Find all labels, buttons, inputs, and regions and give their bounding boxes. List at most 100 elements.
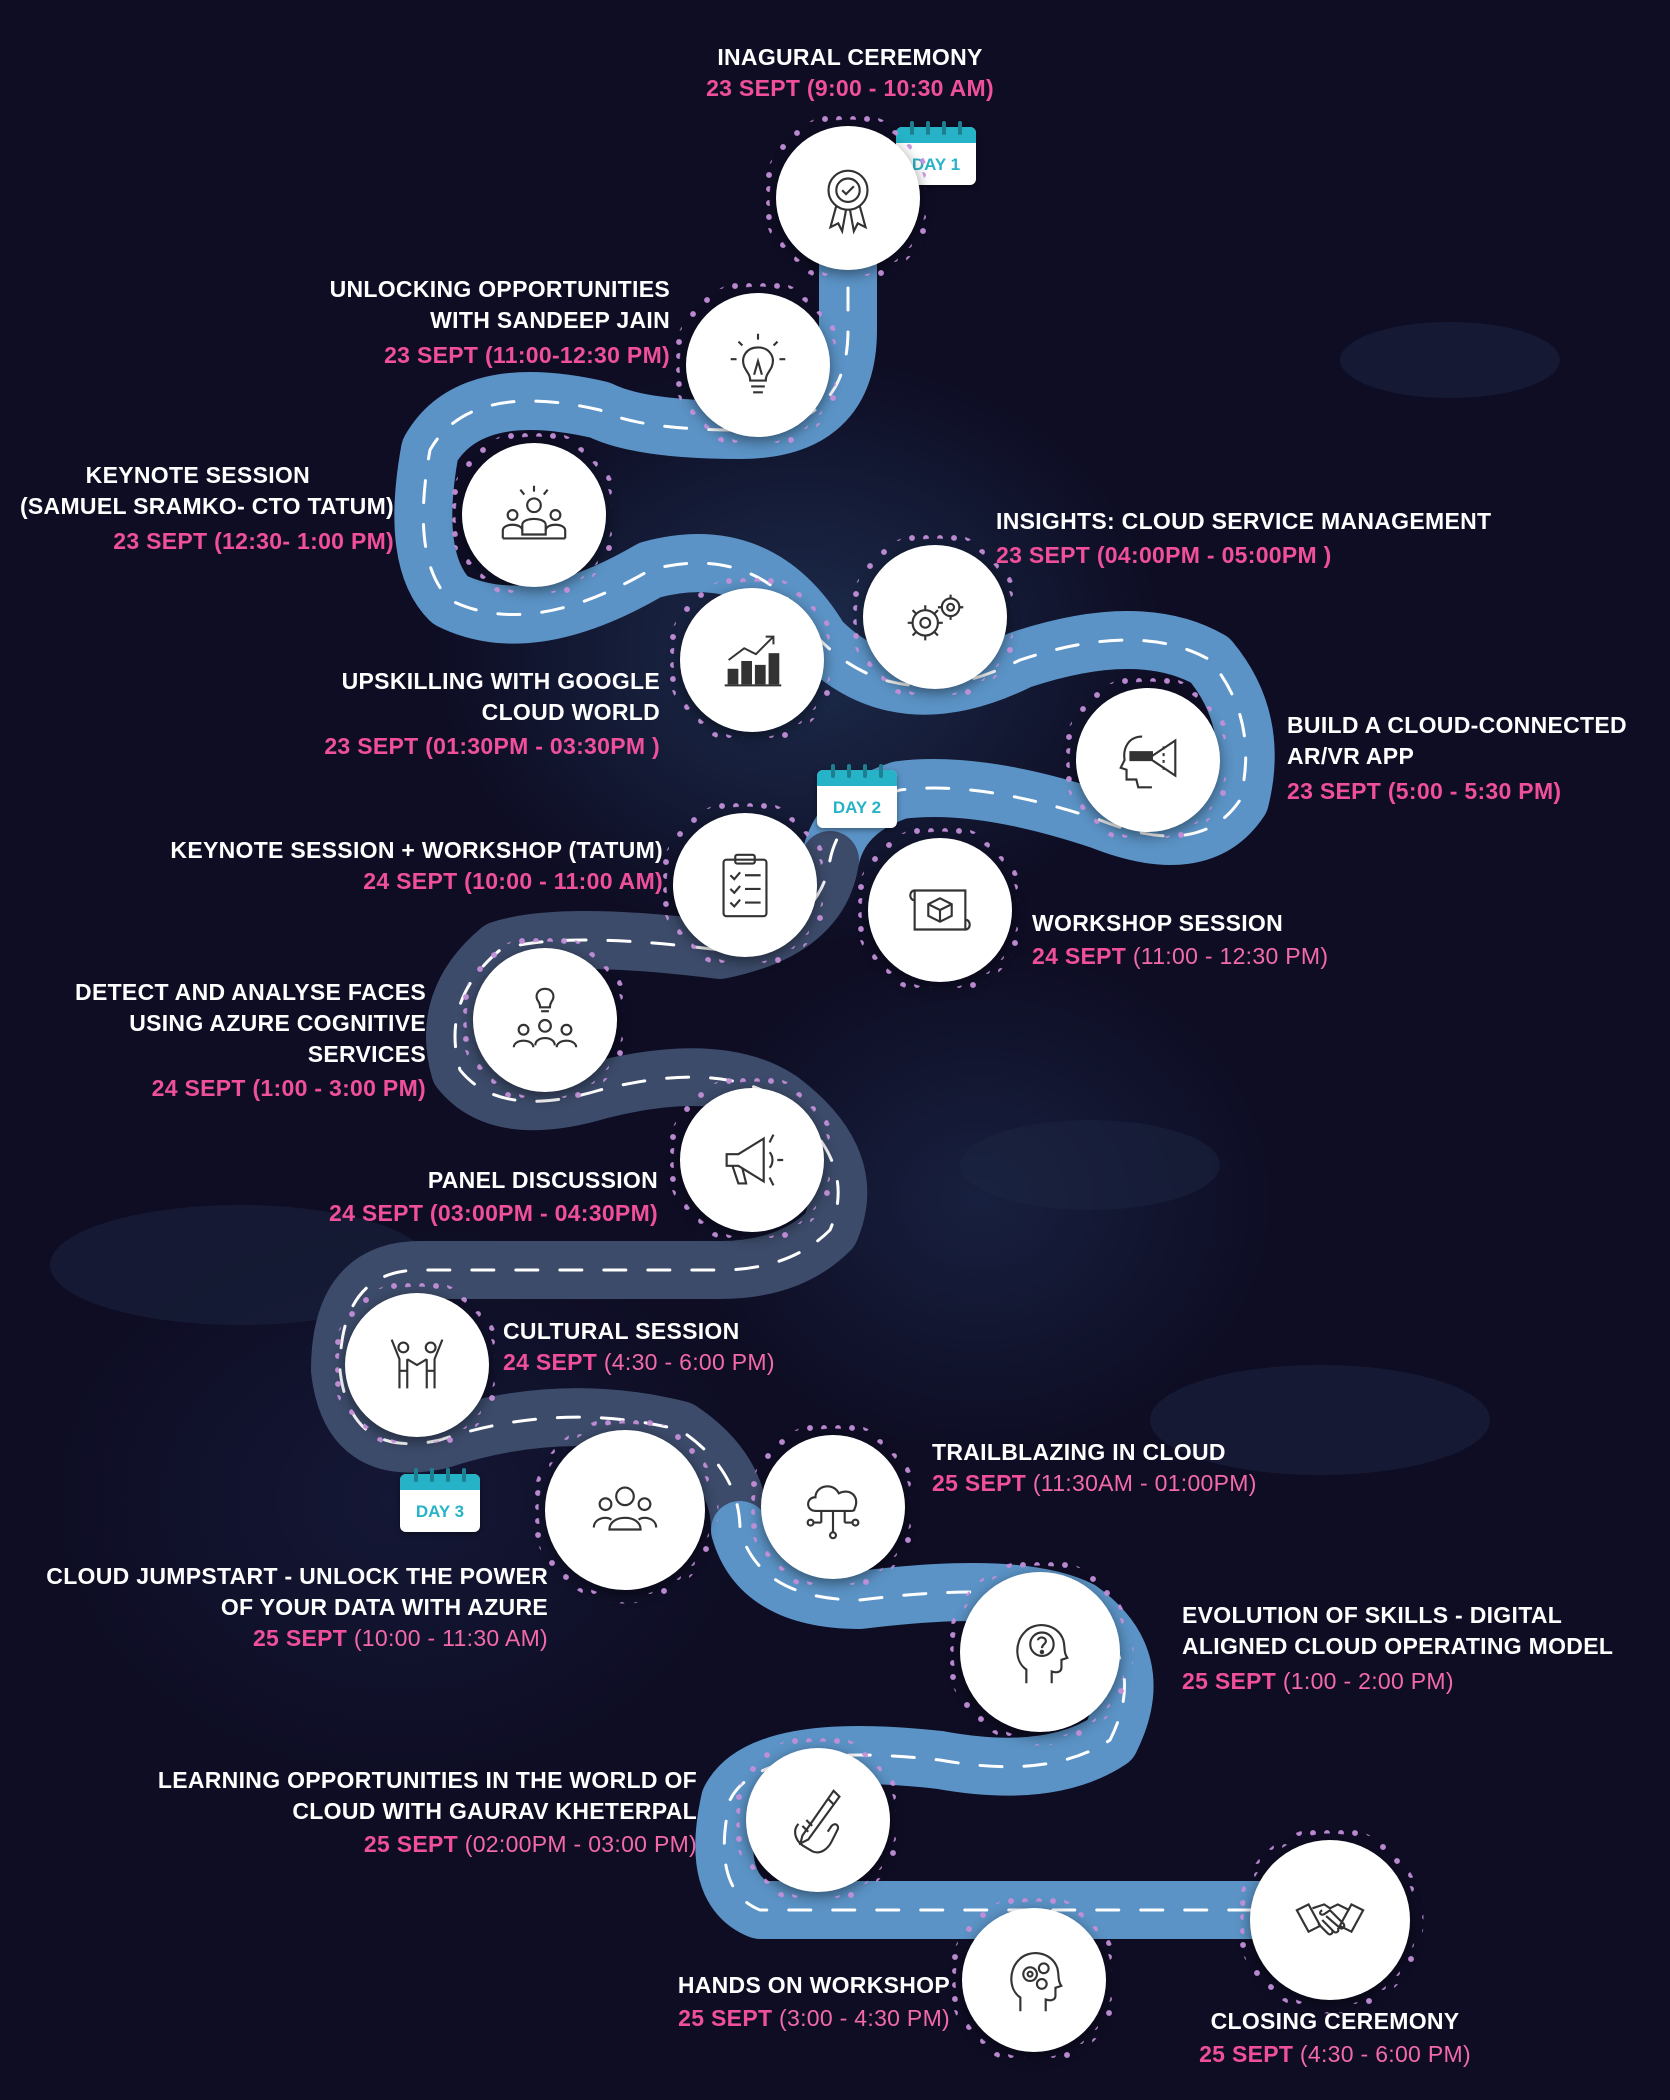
event-date: 23 SEPT (9:00 - 10:30 AM) xyxy=(690,73,1010,104)
event-title-line: ALIGNED CLOUD OPERATING MODEL xyxy=(1182,1633,1614,1659)
event-title: TRAILBLAZING IN CLOUD xyxy=(932,1439,1226,1465)
event-date: 24 SEPT (03:00PM - 04:30PM) xyxy=(200,1198,658,1229)
date-time: (11:30AM - 01:00PM) xyxy=(1026,1470,1257,1496)
event-date: 23 SEPT (04:00PM - 05:00PM ) xyxy=(996,540,1556,571)
blueprint-icon xyxy=(868,838,1012,982)
event-label: CULTURAL SESSION 24 SEPT (4:30 - 6:00 PM… xyxy=(503,1316,903,1378)
date-day: 25 SEPT xyxy=(678,2005,773,2031)
event-label: INAGURAL CEREMONY 23 SEPT (9:00 - 10:30 … xyxy=(690,42,1010,104)
date-time: (4:30 - 6:00 PM) xyxy=(1293,2041,1471,2067)
calendar-ring xyxy=(879,764,883,778)
date-day: 23 SEPT xyxy=(1287,778,1382,804)
calendar-ring xyxy=(414,1468,418,1482)
calendar-ring xyxy=(910,121,914,135)
event-title-line: KEYNOTE SESSION xyxy=(85,462,310,488)
date-day: 24 SEPT xyxy=(503,1349,598,1375)
calendar-ring xyxy=(847,764,851,778)
date-time: (10:00 - 11:00 AM) xyxy=(457,868,663,894)
growth-chart-icon xyxy=(680,588,824,732)
day-3-badge: DAY 3 xyxy=(400,1468,480,1532)
event-title-line: AR/VR APP xyxy=(1287,743,1415,769)
event-title-line: UPSKILLING WITH GOOGLE xyxy=(341,668,660,694)
cloud xyxy=(1340,322,1560,398)
event-date: 25 SEPT (4:30 - 6:00 PM) xyxy=(1160,2039,1510,2070)
date-time: (4:30 - 6:00 PM) xyxy=(597,1349,775,1375)
event-title-line: WITH SANDEEP JAIN xyxy=(430,307,670,333)
day-2-label: DAY 2 xyxy=(832,798,882,817)
date-time: (03:00PM - 04:30PM) xyxy=(423,1200,658,1226)
event-date: 25 SEPT (02:00PM - 03:00 PM) xyxy=(140,1829,697,1860)
date-day: 25 SEPT xyxy=(1182,1668,1277,1694)
day-3-label: DAY 3 xyxy=(415,1502,465,1521)
event-date: 24 SEPT (4:30 - 6:00 PM) xyxy=(503,1347,903,1378)
date-time: (02:00PM - 03:00 PM) xyxy=(458,1831,697,1857)
event-label: HANDS ON WORKSHOP 25 SEPT (3:00 - 4:30 P… xyxy=(600,1970,950,2034)
event-date: 25 SEPT (10:00 - 11:30 AM) xyxy=(30,1623,548,1654)
event-date: 23 SEPT (01:30PM - 03:30PM ) xyxy=(250,731,660,762)
head-question-icon xyxy=(960,1572,1120,1732)
calendar-ring xyxy=(831,764,835,778)
day-2-badge: DAY 2 xyxy=(817,764,897,828)
date-time: (3:00 - 4:30 PM) xyxy=(772,2005,950,2031)
date-day: 23 SEPT xyxy=(113,528,208,554)
gears-icon xyxy=(863,545,1007,689)
event-date: 24 SEPT (10:00 - 11:00 AM) xyxy=(150,866,663,897)
handshake-icon xyxy=(1250,1840,1410,2000)
event-date: 24 SEPT (1:00 - 3:00 PM) xyxy=(40,1073,426,1104)
hand-pencil-icon xyxy=(746,1748,890,1892)
date-day: 23 SEPT xyxy=(324,733,419,759)
date-time: (1:00 - 3:00 PM) xyxy=(245,1075,426,1101)
event-title: CLOSING CEREMONY xyxy=(1210,2008,1460,2034)
vr-headset-icon xyxy=(1076,688,1220,832)
event-label: TRAILBLAZING IN CLOUD 25 SEPT (11:30AM -… xyxy=(932,1437,1332,1499)
people-celebrating-icon xyxy=(345,1293,489,1437)
date-time: (5:00 - 5:30 PM) xyxy=(1381,778,1562,804)
date-day: 23 SEPT xyxy=(384,342,479,368)
date-day: 25 SEPT xyxy=(1199,2041,1294,2067)
checklist-icon xyxy=(673,813,817,957)
event-title-line: BUILD A CLOUD-CONNECTED xyxy=(1287,712,1627,738)
megaphone-icon xyxy=(680,1088,824,1232)
date-day: 24 SEPT xyxy=(363,868,458,894)
date-time: (10:00 - 11:30 AM) xyxy=(347,1625,548,1651)
calendar-ring xyxy=(446,1468,450,1482)
event-date: 24 SEPT (11:00 - 12:30 PM) xyxy=(1032,941,1432,972)
event-label: CLOUD JUMPSTART - UNLOCK THE POWER OF YO… xyxy=(30,1561,548,1654)
calendar-ring xyxy=(942,121,946,135)
calendar-ring xyxy=(430,1468,434,1482)
cloud xyxy=(960,1120,1220,1210)
calendar-ring xyxy=(462,1468,466,1482)
event-title-line: LEARNING OPPORTUNITIES IN THE WORLD OF xyxy=(157,1767,697,1793)
event-date: 23 SEPT (12:30- 1:00 PM) xyxy=(0,526,394,557)
event-label: KEYNOTE SESSION + WORKSHOP (TATUM) 24 SE… xyxy=(150,835,663,897)
event-title-line: OF YOUR DATA WITH AZURE xyxy=(220,1594,548,1620)
date-day: 24 SEPT xyxy=(1032,943,1127,969)
event-label: UNLOCKING OPPORTUNITIES WITH SANDEEP JAI… xyxy=(250,274,670,371)
event-title: PANEL DISCUSSION xyxy=(427,1167,658,1193)
date-time: (9:00 - 10:30 AM) xyxy=(800,75,994,101)
date-time: (1:00 - 2:00 PM) xyxy=(1276,1668,1454,1694)
award-ribbon-icon xyxy=(776,126,920,270)
event-title: INSIGHTS: CLOUD SERVICE MANAGEMENT xyxy=(996,508,1492,534)
event-date: 25 SEPT (3:00 - 4:30 PM) xyxy=(600,2003,950,2034)
event-title: HANDS ON WORKSHOP xyxy=(677,1972,950,1998)
audience-icon xyxy=(462,443,606,587)
event-title-line: CLOUD WITH GAURAV KHETERPAL xyxy=(292,1798,697,1824)
event-title-line: CLOUD WORLD xyxy=(481,699,660,725)
date-time: (11:00 - 12:30 PM) xyxy=(1126,943,1329,969)
date-day: 23 SEPT xyxy=(996,542,1091,568)
event-title-line: EVOLUTION OF SKILLS - DIGITAL xyxy=(1182,1602,1563,1628)
date-day: 23 SEPT xyxy=(706,75,801,101)
calendar-ring xyxy=(958,121,962,135)
event-label: BUILD A CLOUD-CONNECTED AR/VR APP 23 SEP… xyxy=(1287,710,1657,807)
event-date: 23 SEPT (5:00 - 5:30 PM) xyxy=(1287,776,1657,807)
date-time: (12:30- 1:00 PM) xyxy=(207,528,394,554)
event-date: 23 SEPT (11:00-12:30 PM) xyxy=(250,340,670,371)
event-label: UPSKILLING WITH GOOGLE CLOUD WORLD 23 SE… xyxy=(250,666,660,762)
event-label: CLOSING CEREMONY 25 SEPT (4:30 - 6:00 PM… xyxy=(1160,2006,1510,2070)
event-label: PANEL DISCUSSION 24 SEPT (03:00PM - 04:3… xyxy=(200,1165,658,1229)
event-title-line: (SAMUEL SRAMKO- CTO TATUM) xyxy=(19,493,394,519)
date-time: (04:00PM - 05:00PM ) xyxy=(1090,542,1332,568)
event-title-line: DETECT AND ANALYSE FACES xyxy=(75,979,426,1005)
